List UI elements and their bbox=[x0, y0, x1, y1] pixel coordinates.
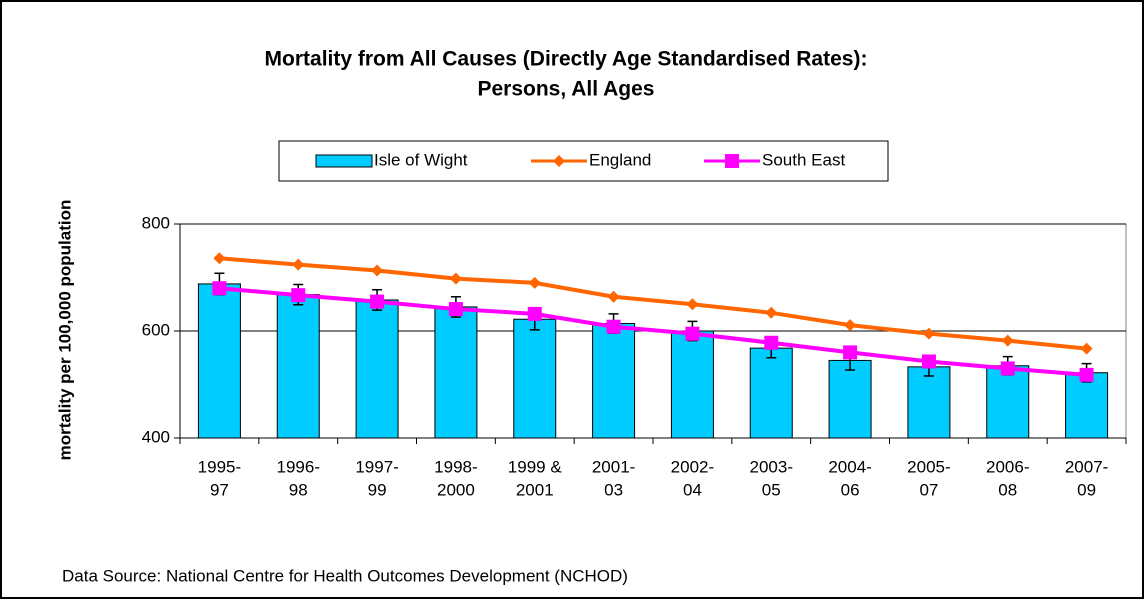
bar bbox=[907, 366, 951, 439]
marker bbox=[686, 298, 699, 311]
x-tick-label: 06 bbox=[841, 480, 860, 499]
marker bbox=[921, 354, 936, 369]
line bbox=[219, 286, 1087, 377]
source-note: Data Source: National Centre for Health … bbox=[62, 566, 628, 585]
marker bbox=[843, 345, 858, 360]
x-tick-label: 1995- bbox=[198, 457, 241, 476]
marker bbox=[292, 258, 305, 271]
x-tick-label: 04 bbox=[683, 480, 702, 499]
marker bbox=[370, 294, 385, 309]
bar bbox=[1065, 372, 1109, 439]
line bbox=[219, 256, 1087, 351]
x-tick-label: 07 bbox=[919, 480, 938, 499]
y-axis-label: mortality per 100,000 population bbox=[55, 200, 74, 461]
chart-title: Persons, All Ages bbox=[477, 78, 654, 101]
bar bbox=[197, 283, 241, 439]
legend-swatch bbox=[725, 154, 739, 168]
x-tick-label: 08 bbox=[998, 480, 1017, 499]
legend-swatch bbox=[315, 154, 373, 168]
x-tick-label: 2002- bbox=[671, 457, 714, 476]
y-tick-label: 600 bbox=[142, 320, 170, 339]
bar bbox=[276, 294, 320, 439]
x-tick-label: 97 bbox=[210, 480, 229, 499]
marker bbox=[1000, 361, 1015, 376]
marker bbox=[607, 290, 620, 303]
marker bbox=[291, 288, 306, 303]
marker bbox=[922, 327, 935, 340]
legend-label: Isle of Wight bbox=[374, 150, 468, 169]
x-tick-label: 03 bbox=[604, 480, 623, 499]
marker bbox=[371, 264, 384, 277]
marker bbox=[844, 319, 857, 332]
bar bbox=[355, 299, 399, 439]
marker bbox=[449, 272, 462, 285]
legend-label: England bbox=[589, 150, 651, 169]
x-tick-label: 99 bbox=[368, 480, 387, 499]
marker bbox=[448, 302, 463, 317]
x-tick-label: 1996- bbox=[277, 457, 320, 476]
bar bbox=[592, 323, 636, 439]
bar bbox=[513, 318, 557, 439]
x-tick-label: 05 bbox=[762, 480, 781, 499]
legend-label: South East bbox=[762, 150, 845, 169]
marker bbox=[1079, 367, 1094, 382]
legend-swatch bbox=[553, 155, 565, 167]
bar bbox=[749, 347, 793, 439]
marker bbox=[764, 335, 779, 350]
marker bbox=[606, 319, 621, 334]
x-tick-label: 2003- bbox=[750, 457, 793, 476]
marker bbox=[213, 252, 226, 265]
x-tick-label: 2007- bbox=[1065, 457, 1108, 476]
marker bbox=[1001, 334, 1014, 347]
x-tick-label: 2001- bbox=[592, 457, 635, 476]
bar bbox=[434, 306, 478, 439]
x-tick-label: 1997- bbox=[355, 457, 398, 476]
bar bbox=[670, 330, 714, 439]
x-tick-label: 1998- bbox=[434, 457, 477, 476]
y-tick-label: 400 bbox=[142, 427, 170, 446]
marker bbox=[212, 281, 227, 296]
x-tick-label: 1999 & bbox=[508, 457, 563, 476]
marker bbox=[1080, 342, 1093, 355]
x-tick-label: 2005- bbox=[907, 457, 950, 476]
x-tick-label: 2004- bbox=[828, 457, 871, 476]
y-tick-label: 800 bbox=[142, 213, 170, 232]
marker bbox=[685, 326, 700, 341]
marker bbox=[528, 276, 541, 289]
marker bbox=[527, 306, 542, 321]
x-tick-label: 2001 bbox=[516, 480, 554, 499]
bar bbox=[986, 365, 1030, 439]
x-tick-label: 98 bbox=[289, 480, 308, 499]
x-tick-label: 2006- bbox=[986, 457, 1029, 476]
x-tick-label: 2000 bbox=[437, 480, 475, 499]
chart-title: Mortality from All Causes (Directly Age … bbox=[265, 48, 868, 71]
marker bbox=[765, 306, 778, 319]
bar bbox=[828, 359, 872, 439]
x-tick-label: 09 bbox=[1077, 480, 1096, 499]
